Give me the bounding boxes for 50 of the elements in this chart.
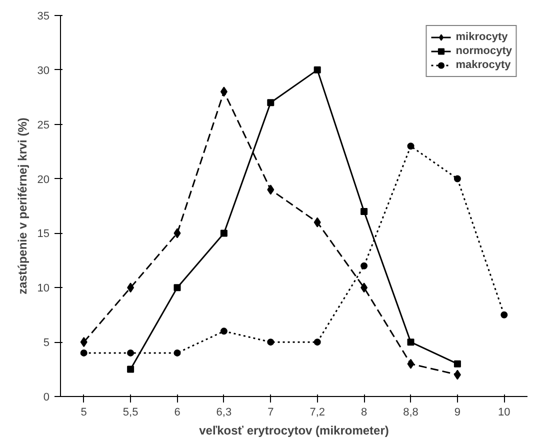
point <box>174 228 181 238</box>
y-tick-label: 10 <box>37 282 50 295</box>
point <box>80 337 88 348</box>
point <box>360 262 368 270</box>
x-tick-label: 8 <box>360 406 368 418</box>
point <box>360 208 368 215</box>
point <box>220 230 228 237</box>
y-tick-label: 20 <box>37 174 50 186</box>
x-tick-label: 6,3 <box>216 406 232 418</box>
point <box>407 338 414 346</box>
y-tick-label: 0 <box>43 392 50 404</box>
y-tick-label: 25 <box>37 119 50 132</box>
x-tick-label: 10 <box>498 406 510 418</box>
y-tick-label: 30 <box>37 64 50 77</box>
point <box>80 349 88 356</box>
point <box>454 175 461 182</box>
point <box>314 66 321 74</box>
legend-label: normocyty <box>456 44 512 58</box>
y-tick-label: 5 <box>43 337 50 350</box>
y-tick-label: 15 <box>37 228 50 240</box>
point <box>267 99 274 106</box>
point <box>220 86 228 97</box>
point <box>407 142 414 150</box>
legend-label: makrocyty <box>456 58 511 72</box>
point <box>174 284 181 292</box>
point <box>500 311 508 318</box>
point <box>407 358 414 369</box>
legend-label: mikrocyty <box>456 30 508 44</box>
x-tick-label: 6 <box>174 406 180 418</box>
point <box>127 366 134 373</box>
y-axis-title: zastúpenie v periférnej krvi (%) <box>15 118 30 294</box>
x-tick-label: 7,2 <box>310 406 325 418</box>
point <box>267 184 274 195</box>
point <box>174 349 181 356</box>
x-tick-label: 5,5 <box>122 406 138 418</box>
point <box>314 217 321 228</box>
point <box>220 328 228 335</box>
x-tick-label: 5 <box>80 406 87 418</box>
x-axis-title: veľkosť erytrocytov (mikrometer) <box>199 424 389 438</box>
point <box>454 370 461 380</box>
x-tick-label: 8,8 <box>403 406 418 418</box>
x-tick-label: 9 <box>454 406 461 418</box>
point <box>127 349 134 356</box>
point <box>267 338 274 346</box>
point <box>127 282 134 293</box>
point <box>360 282 368 293</box>
y-tick-label: 35 <box>37 10 50 22</box>
point <box>314 338 321 346</box>
point <box>454 360 461 368</box>
x-tick-label: 7 <box>268 406 274 418</box>
